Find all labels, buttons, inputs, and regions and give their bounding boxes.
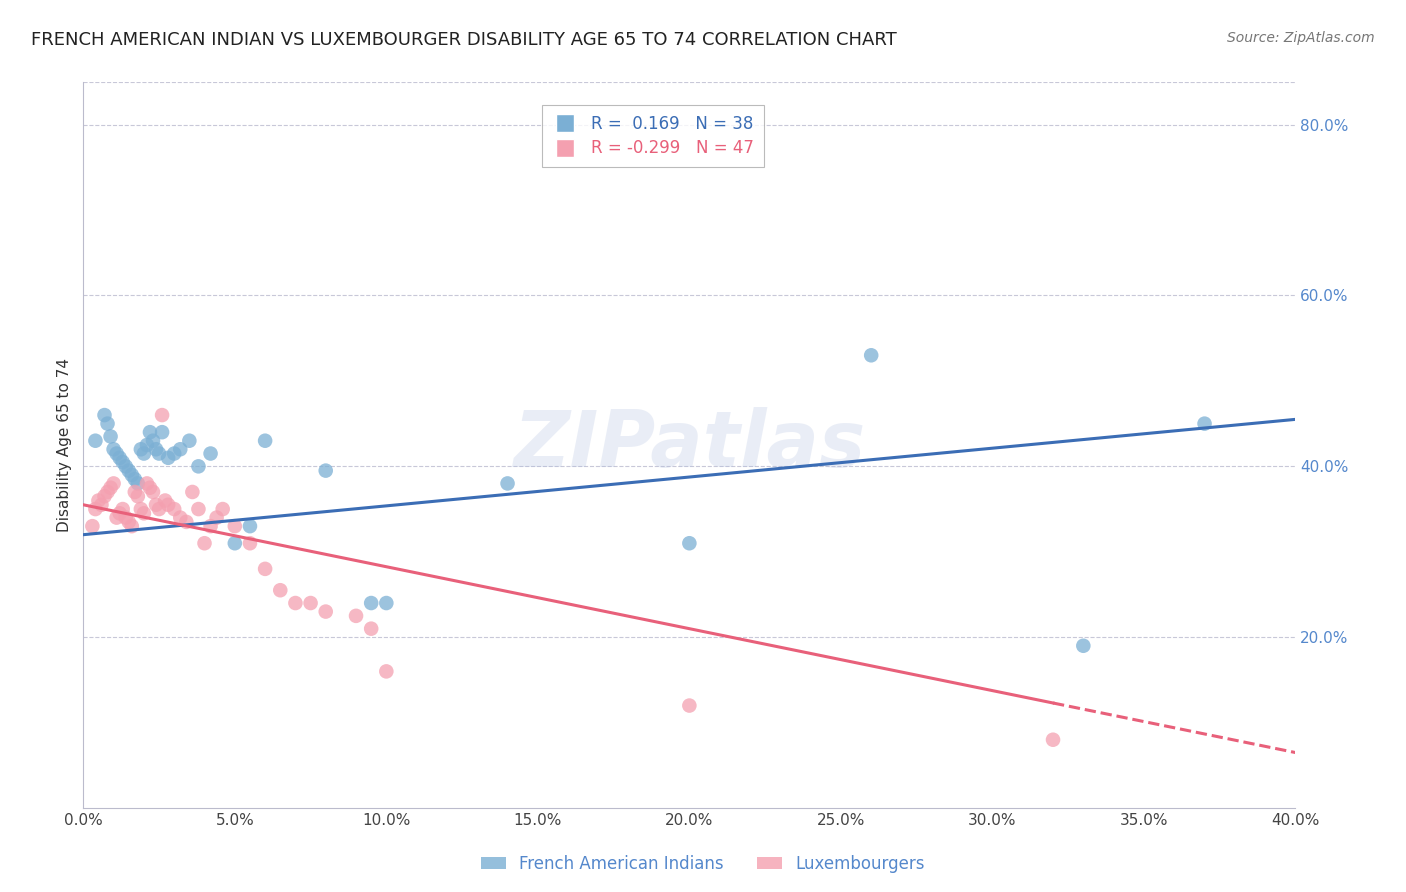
Point (176, 515, 198, 529)
Point (111, 455, 134, 469)
Point (145, 498, 167, 512)
Point (239, 536, 262, 550)
Point (139, 481, 162, 495)
Point (157, 498, 180, 512)
Point (1194, 417, 1216, 431)
Point (150, 408, 173, 422)
Point (142, 485, 165, 500)
Point (1042, 732, 1064, 747)
Point (100, 481, 122, 495)
Point (129, 442, 152, 457)
Point (142, 434, 165, 448)
Point (860, 348, 883, 362)
Point (136, 476, 159, 491)
Point (148, 446, 170, 460)
Point (315, 605, 337, 619)
Point (254, 434, 277, 448)
Point (496, 476, 519, 491)
Point (93, 489, 115, 503)
Point (124, 472, 146, 486)
Point (103, 476, 125, 491)
Point (153, 493, 176, 508)
Point (284, 596, 307, 610)
Point (84, 502, 107, 516)
Point (127, 489, 149, 503)
Point (96, 485, 118, 500)
Point (193, 536, 215, 550)
Point (118, 515, 141, 529)
Point (145, 442, 167, 457)
Point (129, 502, 152, 516)
Point (678, 698, 700, 713)
Point (169, 510, 191, 524)
Point (678, 536, 700, 550)
Point (84, 434, 107, 448)
Point (375, 596, 398, 610)
Text: FRENCH AMERICAN INDIAN VS LUXEMBOURGER DISABILITY AGE 65 TO 74 CORRELATION CHART: FRENCH AMERICAN INDIAN VS LUXEMBOURGER D… (31, 31, 897, 49)
Point (299, 596, 322, 610)
Point (105, 510, 128, 524)
Point (136, 438, 159, 452)
Point (108, 506, 131, 520)
Text: Source: ZipAtlas.com: Source: ZipAtlas.com (1227, 31, 1375, 45)
Point (163, 502, 186, 516)
Point (100, 429, 122, 443)
Point (187, 459, 209, 474)
Text: ZIPatlas: ZIPatlas (513, 407, 866, 483)
Point (344, 608, 367, 623)
Point (139, 425, 162, 440)
Point (132, 446, 155, 460)
Point (1073, 639, 1095, 653)
Point (105, 446, 128, 460)
Point (269, 583, 291, 598)
Point (169, 442, 191, 457)
Point (224, 519, 246, 533)
Y-axis label: Disability Age 65 to 74: Disability Age 65 to 74 (58, 358, 72, 532)
Point (96, 417, 118, 431)
Point (111, 502, 134, 516)
Point (157, 450, 180, 465)
Point (118, 464, 141, 478)
Point (114, 510, 136, 524)
Point (360, 622, 382, 636)
Point (124, 485, 146, 500)
Point (163, 446, 186, 460)
Point (200, 446, 222, 460)
Point (121, 519, 143, 533)
Point (82, 519, 104, 533)
Point (121, 467, 143, 482)
Point (211, 502, 233, 516)
Point (239, 519, 262, 533)
Point (132, 506, 155, 520)
Point (108, 450, 131, 465)
Point (103, 442, 125, 457)
Legend: French American Indians, Luxembourgers: French American Indians, Luxembourgers (474, 848, 932, 880)
Point (114, 459, 136, 474)
Point (200, 519, 222, 533)
Point (127, 476, 149, 491)
Point (148, 502, 170, 516)
Point (181, 485, 204, 500)
Point (87, 493, 110, 508)
Point (315, 464, 337, 478)
Point (150, 425, 173, 440)
Point (205, 510, 228, 524)
Point (90, 498, 112, 512)
Point (360, 596, 382, 610)
Point (224, 536, 246, 550)
Point (254, 562, 277, 576)
Point (187, 502, 209, 516)
Point (93, 408, 115, 422)
Legend: R =  0.169   N = 38, R = -0.299   N = 47: R = 0.169 N = 38, R = -0.299 N = 47 (543, 104, 763, 168)
Point (179, 434, 201, 448)
Point (375, 665, 398, 679)
